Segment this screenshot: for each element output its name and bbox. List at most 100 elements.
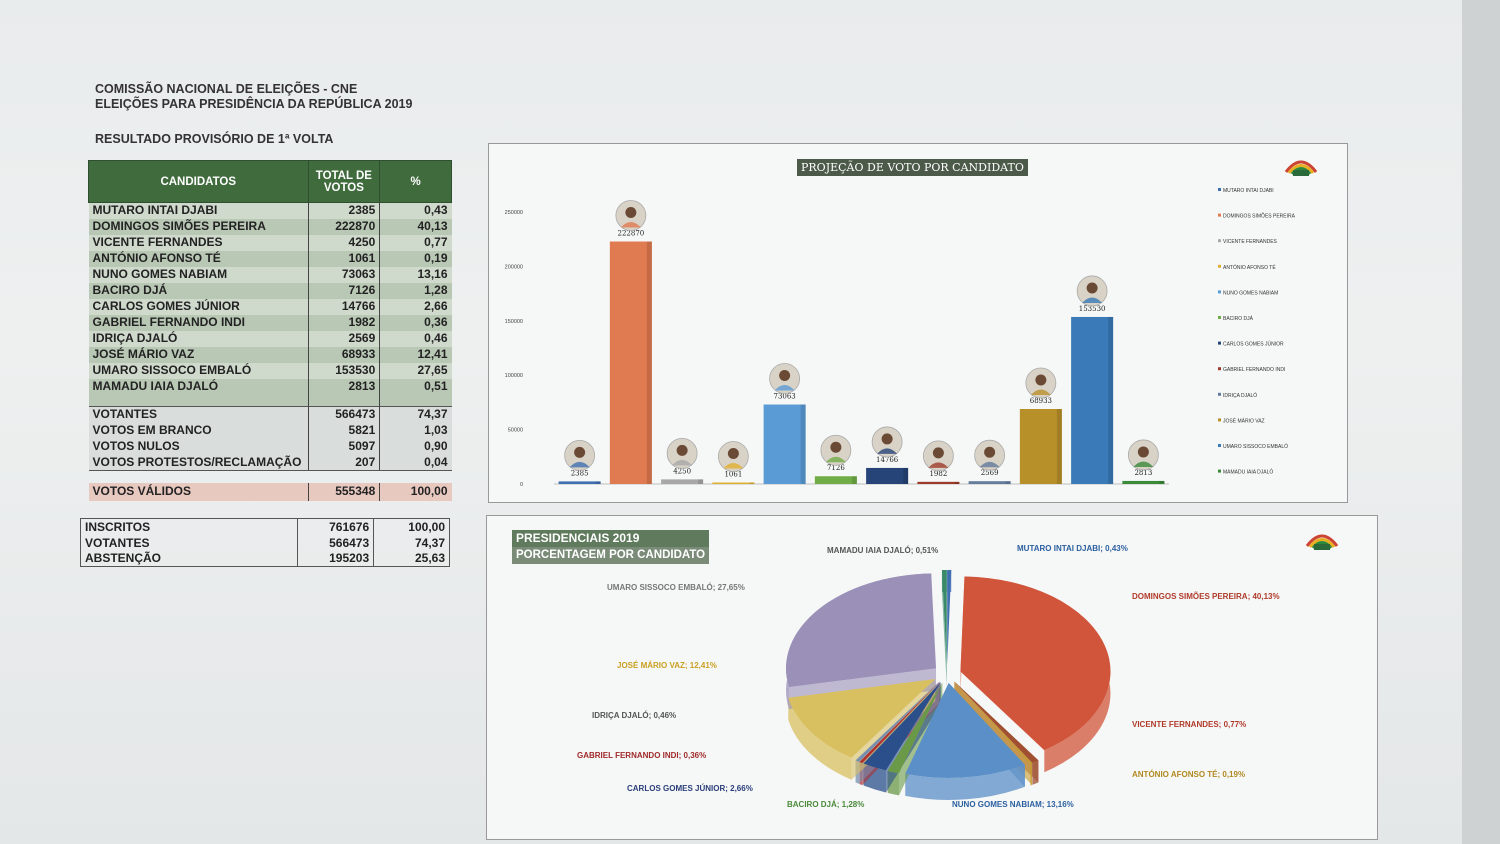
pie-slice-edge: [941, 570, 947, 688]
header-line-1: COMISSÃO NACIONAL DE ELEIÇÕES - CNE: [95, 82, 358, 96]
pie-slice-label: MUTARO INTAI DJABI; 0,43%: [1017, 544, 1128, 553]
candidate-row-votes: 153530: [307, 362, 380, 379]
pie-slice-label: UMARO SISSOCO EMBALÓ; 27,65%: [607, 583, 745, 592]
totals-row-percent: 0,04: [379, 454, 452, 471]
candidate-row-name: BACIRO DJÁ: [88, 282, 308, 299]
candidate-row: CARLOS GOMES JÚNIOR 14766 2,66: [88, 298, 452, 315]
pie-slice: [947, 570, 952, 666]
pie-chart-panel: PRESIDENCIAIS 2019 PORCENTAGEM POR CANDI…: [486, 515, 1378, 840]
portrait-body: [1133, 461, 1154, 467]
totals-row-votes: 5821: [307, 422, 380, 439]
candidate-row-name: MUTARO INTAI DJABI: [88, 202, 308, 219]
candidate-row-name: VICENTE FERNANDES: [88, 234, 308, 251]
candidate-row-votes: 7126: [307, 282, 380, 299]
bar-shade: [749, 482, 755, 484]
pie-slice: [863, 682, 941, 771]
legend-swatch: [1218, 444, 1221, 447]
bar-value-label: 1061: [724, 471, 742, 479]
legend-label: MAMADU IAIA DJALÓ: [1223, 469, 1273, 476]
candidate-row-votes: 1982: [307, 314, 380, 331]
pie-slice-label: VICENTE FERNANDES; 0,77%: [1132, 720, 1247, 729]
totals-row-name: VOTOS EM BRANCO: [88, 422, 308, 439]
pie-slice: [954, 681, 1032, 764]
portrait-body: [1030, 389, 1051, 396]
legend-swatch: [1218, 239, 1221, 243]
pie-slice: [941, 570, 947, 666]
totals-row-name: VOTANTES: [88, 406, 308, 423]
y-tick-label: 250000: [505, 210, 523, 216]
totals-row: VOTOS EM BRANCO 5821 1,03: [88, 422, 452, 439]
portrait-body: [774, 385, 795, 391]
pie-slice-label: JOSÉ MÁRIO VAZ; 12,41%: [617, 661, 717, 670]
valid-votes-row-name: VOTOS VÁLIDOS: [88, 482, 308, 501]
portrait-head: [984, 446, 996, 458]
bar-shade: [698, 479, 704, 484]
y-tick-label: 100000: [505, 373, 523, 379]
candidate-row-percent: 13,16: [379, 266, 452, 283]
bar-value-label: 1982: [929, 470, 947, 478]
candidate-row-votes: 73063: [307, 266, 380, 283]
portrait-body: [723, 463, 744, 469]
pie-slice-label: BACIRO DJÁ; 1,28%: [787, 800, 865, 809]
portrait-head: [779, 370, 791, 382]
candidate-row-votes: 14766: [307, 298, 380, 315]
legend-label: BACIRO DJÁ: [1223, 315, 1254, 322]
candidate-row: ANTÓNIO AFONSO TÉ 1061 0,19: [88, 250, 452, 267]
bar: [917, 481, 960, 484]
candidate-row: MAMADU IAIA DJALÓ 2813 0,51: [88, 378, 452, 395]
portrait-body: [877, 448, 898, 454]
bar: [814, 476, 857, 484]
legend-swatch: [1218, 392, 1221, 396]
candidate-row-percent: 1,28: [379, 282, 452, 299]
candidate-row: DOMINGOS SIMÕES PEREIRA 222870 40,13: [88, 218, 452, 235]
pie-slice-label: DOMINGOS SIMÕES PEREIRA; 40,13%: [1132, 592, 1280, 601]
totals-row: VOTANTES 566473 74,37: [88, 406, 452, 423]
totals-row-name: VOTOS NULOS: [88, 438, 308, 455]
bar-chart-title: PROJEÇÃO DE VOTO POR CANDIDATO: [797, 159, 1028, 176]
y-tick-label: 150000: [505, 319, 523, 325]
candidate-row-name: CARLOS GOMES JÚNIOR: [88, 298, 308, 315]
totals-row-name: VOTOS PROTESTOS/RECLAMAÇÃO: [88, 454, 308, 471]
candidate-row-percent: 0,19: [379, 250, 452, 267]
bar-value-label: 2569: [981, 469, 999, 477]
totals-row: VOTOS NULOS 5097 0,90: [88, 438, 452, 455]
legend-swatch: [1218, 213, 1221, 217]
bar-chart: 0 50000 100000 150000 200000 250000 2385 222870…: [505, 188, 1296, 488]
bar: [1071, 316, 1114, 484]
header-line-2: ELEIÇÕES PARA PRESIDÊNCIA DA REPÚBLICA 2…: [95, 97, 413, 111]
results-table: CANDIDATOS TOTAL DE VOTOS % MUTARO INTAI…: [88, 160, 452, 501]
legend-swatch: [1218, 290, 1221, 294]
y-tick-label: 50000: [508, 428, 523, 434]
header-line-3: RESULTADO PROVISÓRIO DE 1ª VOLTA: [95, 132, 334, 146]
bar-shade: [903, 467, 909, 484]
candidate-row-percent: 0,46: [379, 330, 452, 347]
legend-swatch: [1218, 418, 1221, 422]
candidate-row: VICENTE FERNANDES 4250 0,77: [88, 234, 452, 251]
candidate-row: IDRIÇA DJALÓ 2569 0,46: [88, 330, 452, 347]
bar-value-label: 68933: [1030, 397, 1052, 405]
summary-name: ABSTENÇÃO: [85, 551, 162, 566]
portrait-body: [620, 222, 641, 228]
candidate-row: BACIRO DJÁ 7126 1,28: [88, 282, 452, 299]
pie-chart: [786, 570, 1111, 800]
candidate-row: UMARO SISSOCO EMBALÓ 153530 27,65: [88, 362, 452, 379]
bar-chart-panel: PROJEÇÃO DE VOTO POR CANDIDATO 0 50000 100…: [488, 143, 1348, 503]
valid-votes-row-votes: 555348: [307, 482, 380, 501]
pie-slice-label: ANTÓNIO AFONSO TÉ; 0,19%: [1132, 770, 1246, 779]
bar: [1019, 409, 1062, 484]
legend-swatch: [1218, 188, 1221, 191]
pie-slice-side: [788, 697, 852, 780]
candidate-row-name: ANTÓNIO AFONSO TÉ: [88, 250, 308, 267]
portrait-body: [1082, 297, 1103, 303]
bar: [712, 482, 755, 484]
candidate-row-percent: 0,77: [379, 234, 452, 251]
summary-row: ABSTENÇÃO 195203 25,63: [81, 550, 450, 567]
document-header: COMISSÃO NACIONAL DE ELEIÇÕES - CNE ELEI…: [95, 82, 412, 146]
legend-label: MUTARO INTAI DJABI: [1223, 188, 1274, 194]
candidate-row-percent: 2,66: [379, 298, 452, 315]
candidate-row-votes: 2569: [307, 330, 380, 347]
totals-row-percent: 74,37: [379, 406, 452, 423]
candidate-row: GABRIEL FERNANDO INDI 1982 0,36: [88, 314, 452, 331]
table-gap: [88, 394, 452, 407]
bar-value-label: 222870: [618, 230, 645, 238]
